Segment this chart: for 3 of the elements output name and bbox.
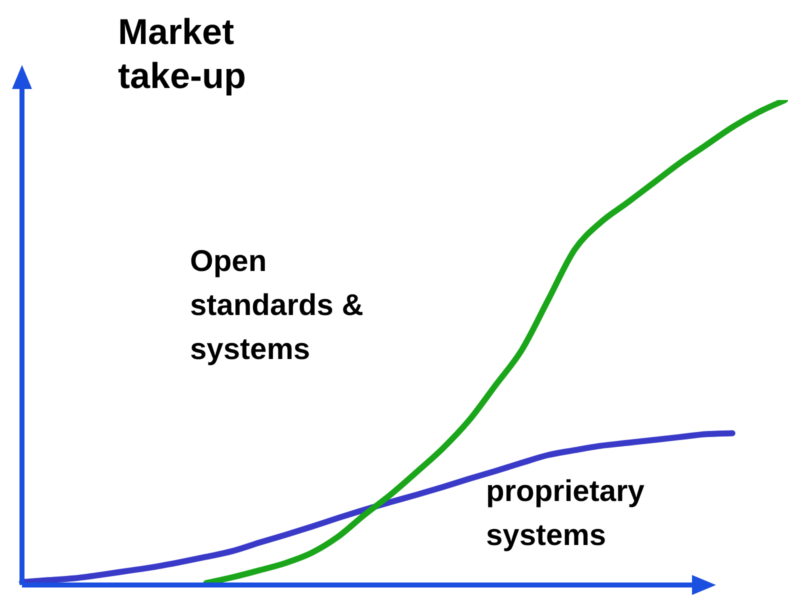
annotation: Open standards & systems — [190, 244, 364, 368]
y-axis-title: Market take-up — [118, 10, 248, 98]
annotation: proprietary systems — [486, 474, 646, 554]
